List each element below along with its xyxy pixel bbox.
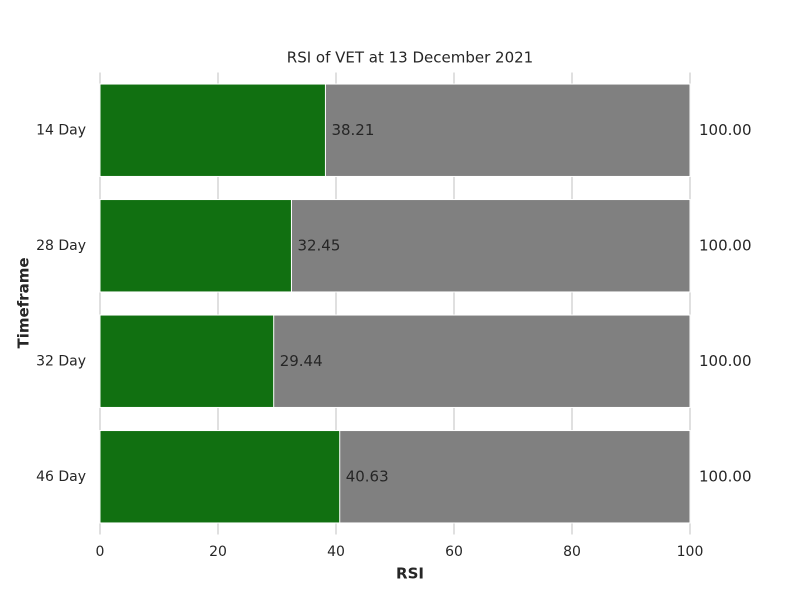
x-tick-label: 80 [563,544,581,560]
value-label: 100.00 [699,352,752,370]
x-tick-label: 20 [209,544,227,560]
value-label: 100.00 [699,236,752,254]
bar [99,83,326,177]
value-label: 32.45 [297,236,340,254]
y-tick-label: 46 Day [36,469,86,485]
y-tick-label: 28 Day [36,238,86,254]
y-axis-label: Timeframe [15,257,33,348]
y-tick-label: 32 Day [36,353,86,369]
x-tick-label: 40 [327,544,345,560]
chart-title: RSI of VET at 13 December 2021 [287,49,533,67]
x-tick-label: 0 [96,544,105,560]
value-label: 40.63 [346,467,389,485]
bar [99,199,292,293]
y-tick-label: 14 Day [36,122,86,138]
x-tick-label: 60 [445,544,463,560]
value-label: 29.44 [280,352,323,370]
x-tick-label: 100 [677,544,704,560]
value-label: 100.00 [699,121,752,139]
bar [99,314,275,408]
value-label: 100.00 [699,467,752,485]
value-label: 38.21 [331,121,374,139]
bar [99,430,341,524]
x-axis-label: RSI [396,565,424,583]
